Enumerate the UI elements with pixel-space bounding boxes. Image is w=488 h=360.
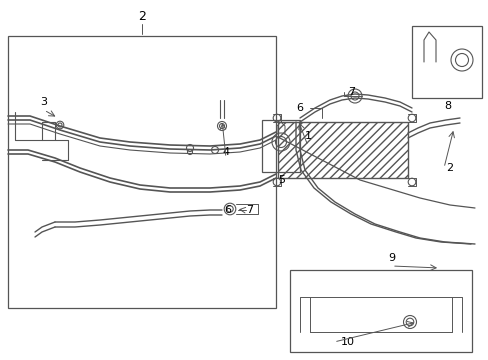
Text: 7: 7 — [348, 87, 355, 97]
Text: 8: 8 — [444, 101, 450, 111]
Text: 7: 7 — [246, 205, 253, 215]
Text: 4: 4 — [222, 147, 229, 157]
Text: 6: 6 — [224, 205, 231, 215]
Text: 5: 5 — [278, 175, 285, 185]
Text: 2: 2 — [446, 163, 453, 173]
Text: 6: 6 — [296, 103, 303, 113]
Text: 9: 9 — [387, 253, 395, 263]
Bar — [278, 122, 407, 178]
Text: 2: 2 — [138, 9, 145, 23]
Bar — [289, 270, 471, 352]
Text: 1: 1 — [304, 131, 311, 141]
Text: 10: 10 — [340, 337, 354, 347]
Bar — [8, 36, 275, 308]
Bar — [262, 120, 299, 172]
Bar — [411, 26, 481, 98]
Text: 3: 3 — [41, 97, 47, 107]
